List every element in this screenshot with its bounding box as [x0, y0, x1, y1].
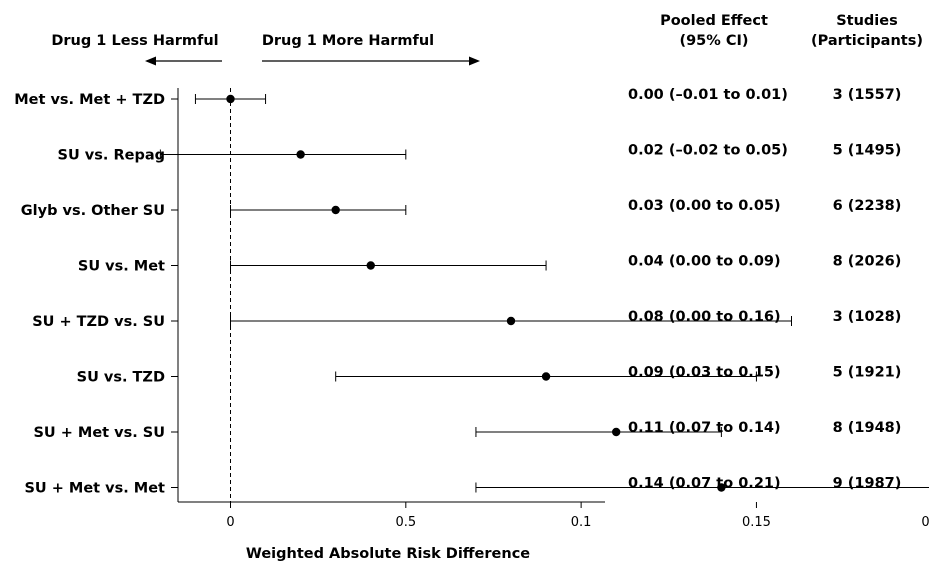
pooled-effect-value: 0.09 (0.03 to 0.15) [628, 365, 781, 381]
x-tick-label: 0.2 [921, 515, 929, 530]
point-estimate [296, 150, 305, 159]
studies-participants-value: 9 (1987) [833, 476, 902, 492]
x-tick-label: 0.1 [571, 515, 592, 530]
studies-participants-value: 6 (2238) [833, 198, 902, 214]
point-estimate [611, 427, 621, 437]
direction-left-arrowhead [145, 56, 156, 66]
studies-participants-value: 8 (1948) [833, 420, 902, 436]
forest-rows: Met vs. Met + TZD 0.00 (–0.01 to 0.01) 3 (… [14, 87, 929, 497]
row-label: SU vs. Met [78, 259, 165, 275]
studies-participants-value: 3 (1557) [833, 87, 902, 103]
point-estimate [717, 483, 726, 492]
row-label: SU vs. TZD [77, 370, 165, 386]
x-tick-label: 0.5 [395, 515, 416, 530]
studies-column-header-line2: (Participants) [811, 33, 923, 49]
studies-participants-value: 8 (2026) [833, 254, 902, 270]
direction-left-label: Drug 1 Less Harmful [51, 33, 218, 49]
pooled-effect-value: 0.00 (–0.01 to 0.01) [628, 87, 788, 103]
row-label: SU + Met vs. SU [33, 425, 165, 441]
point-estimate [331, 205, 340, 215]
pooled-effect-value: 0.03 (0.00 to 0.05) [628, 198, 781, 214]
pooled-effect-value: 0.11 (0.07 to 0.14) [628, 420, 781, 436]
effect-column-header-line1: Pooled Effect [660, 13, 768, 29]
studies-column-header-line1: Studies [836, 13, 898, 29]
pooled-effect-value: 0.04 (0.00 to 0.09) [628, 254, 781, 270]
studies-participants-value: 5 (1921) [833, 365, 902, 381]
direction-right-label: Drug 1 More Harmful [262, 33, 434, 49]
point-estimate [506, 316, 516, 326]
point-estimate [366, 261, 375, 270]
row-label: SU + Met vs. Met [24, 481, 165, 497]
x-axis-title: Weighted Absolute Risk Difference [246, 546, 530, 562]
pooled-effect-value: 0.02 (–0.02 to 0.05) [628, 143, 788, 159]
row-label: Glyb vs. Other SU [21, 203, 165, 219]
row-label: SU vs. Repag [58, 148, 165, 164]
row-label: SU + TZD vs. SU [32, 314, 165, 330]
pooled-effect-value: 0.08 (0.00 to 0.16) [628, 309, 781, 325]
x-tick-label: 0 [226, 515, 234, 530]
effect-column-header-line2: (95% CI) [679, 33, 748, 49]
pooled-effect-value: 0.14 (0.07 to 0.21) [628, 476, 781, 492]
studies-participants-value: 5 (1495) [833, 143, 902, 159]
x-tick-label: 0.15 [742, 515, 771, 530]
x-ticks: 0 0.5 0.1 0.15 0.2 [226, 502, 929, 530]
point-estimate [541, 372, 551, 381]
studies-participants-value: 3 (1028) [833, 309, 902, 325]
row-label: Met vs. Met + TZD [14, 92, 165, 108]
direction-right-arrowhead [469, 56, 480, 66]
point-estimate [226, 94, 235, 104]
